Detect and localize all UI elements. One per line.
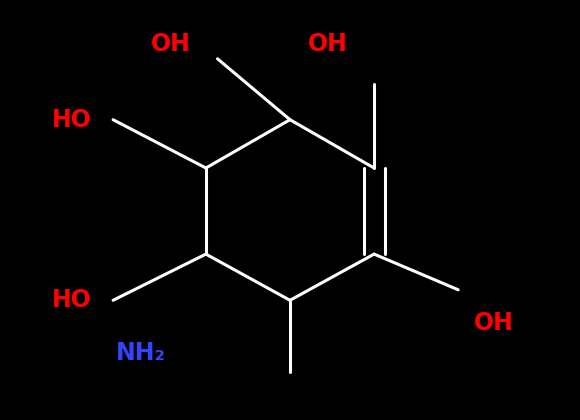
Text: OH: OH [151,32,191,56]
Text: HO: HO [52,288,92,312]
Text: NH₂: NH₂ [115,341,165,365]
Text: OH: OH [308,32,347,56]
Text: OH: OH [473,311,513,336]
Text: HO: HO [52,108,92,132]
